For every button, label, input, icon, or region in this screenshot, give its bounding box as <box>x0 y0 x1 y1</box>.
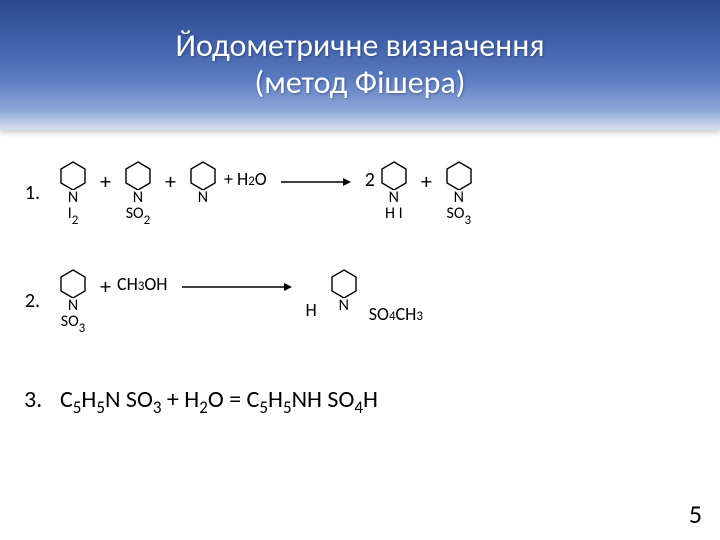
page-number: 5 <box>689 498 702 530</box>
h2o-term: + H2O <box>224 168 267 190</box>
hexagon-icon <box>123 160 153 190</box>
arrow-icon <box>182 279 292 298</box>
pyridine-SO3-left: NSO3 <box>58 268 88 334</box>
plus-op: + <box>421 168 432 195</box>
so4ch3-term: SO4CH3 <box>369 303 423 325</box>
plus-op: + <box>100 273 111 300</box>
H-label: H <box>306 299 317 321</box>
equation-row-1: 1. NI2 + NSO2 + N + H2O 2 NH I + NSO3 <box>0 160 720 226</box>
row1-number: 1. <box>0 181 40 205</box>
label-N-I2: NI2 <box>68 190 79 226</box>
pyridine-I2: NI2 <box>58 160 88 226</box>
label-N-SO3-2: NSO3 <box>61 298 86 334</box>
label-N: N <box>198 190 208 226</box>
title-line-2: (метод Фішера) <box>255 65 466 102</box>
arrow-icon <box>281 174 351 193</box>
hexagon-icon <box>58 160 88 190</box>
hexagon-icon <box>58 268 88 298</box>
title-line-1: Йодометричне визначення <box>175 28 544 65</box>
equation-row-2: 2. NSO3 + CH3OH H N SO4CH3 <box>0 265 720 337</box>
hexagon-icon <box>444 160 474 190</box>
coefficient-2: 2 <box>365 168 375 192</box>
title-bar: Йодометричне визначення (метод Фішера) <box>0 0 720 130</box>
hexagon-icon <box>329 268 359 298</box>
row3-number: 3. <box>24 385 42 414</box>
ch3oh-term: CH3OH <box>117 273 168 295</box>
label-N-SO3: NSO3 <box>447 190 472 226</box>
plus-op: + <box>165 168 176 195</box>
hexagon-icon <box>188 160 218 190</box>
row2-number: 2. <box>0 289 40 313</box>
pyridine-N: N <box>188 160 218 226</box>
label-N-SO2: NSO2 <box>126 190 151 226</box>
hexagon-icon <box>379 160 409 190</box>
plus-op: + <box>100 168 111 195</box>
pyridine-SO3: NSO3 <box>444 160 474 226</box>
pyridine-product: N <box>329 268 359 334</box>
pyridine-HI: NH I <box>379 160 409 226</box>
equation-3: C5H5N SO3 + H2O = C5H5NH SO4H <box>60 385 378 418</box>
label-N-HI: NH I <box>385 190 403 226</box>
label-N-SO4CH3: N <box>339 298 349 334</box>
pyridine-SO2: NSO2 <box>123 160 153 226</box>
